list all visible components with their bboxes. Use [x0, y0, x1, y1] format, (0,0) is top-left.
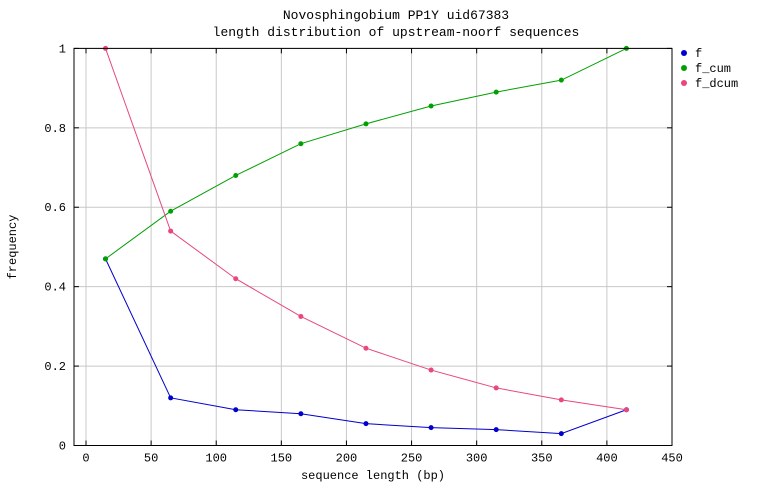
x-tick-label: 350	[531, 452, 553, 466]
series-f_dcum-point	[233, 276, 239, 282]
series-f_dcum-point	[298, 313, 304, 319]
x-tick-label: 0	[82, 452, 89, 466]
series-f_cum-point	[363, 121, 369, 127]
series-f_cum-point	[103, 256, 109, 262]
y-tick-label: 0.4	[44, 281, 66, 295]
series-f_dcum-point	[493, 385, 499, 391]
series-f_cum-point	[298, 141, 304, 147]
axes-layer: 0 50 100 150 200 250 300 350 400 450 0 0.2 0.4 0.6 0.8…	[44, 42, 682, 465]
plot-border	[73, 47, 673, 447]
series-f_dcum-point	[428, 367, 434, 373]
series-f-point	[428, 425, 434, 431]
y-tick-label: 1	[59, 42, 66, 56]
series-layer	[103, 45, 629, 437]
x-tick-label: 50	[144, 452, 158, 466]
series-f-point	[493, 427, 499, 433]
legend-marker-f_cum	[681, 65, 687, 71]
y-tick-label: 0.2	[44, 360, 66, 374]
legend-marker-f_dcum	[681, 80, 687, 86]
chart-title: Novosphingobium PP1Y uid67383	[283, 8, 509, 23]
y-axis-label: frequency	[6, 215, 20, 280]
series-f_cum-point	[233, 172, 239, 178]
legend-marker-f	[681, 50, 687, 56]
series-f_dcum-point	[558, 397, 564, 403]
x-tick-label: 300	[466, 452, 488, 466]
series-f_cum-point	[493, 89, 499, 95]
legend-label-f: f	[695, 47, 702, 61]
y-tick-label: 0.8	[44, 122, 66, 136]
series-f_cum-point	[428, 103, 434, 109]
x-tick-label: 250	[401, 452, 423, 466]
series-f-point	[233, 407, 239, 413]
series-f-point	[168, 395, 174, 401]
y-tick-label: 0	[59, 440, 66, 454]
x-axis-label: sequence length (bp)	[301, 469, 445, 483]
series-f_dcum-point	[623, 407, 629, 413]
series-f_dcum-point	[363, 345, 369, 351]
series-f_dcum-point	[168, 228, 174, 234]
x-tick-label: 100	[205, 452, 227, 466]
series-f-point	[363, 421, 369, 427]
series-f_cum-point	[558, 77, 564, 83]
chart-subtitle: length distribution of upstream-noorf se…	[213, 25, 580, 40]
series-f_cum-point	[168, 208, 174, 214]
series-f-point	[298, 411, 304, 417]
legend-label-f_dcum: f_dcum	[695, 77, 738, 91]
grid-layer	[74, 47, 673, 446]
legend-label-f_cum: f_cum	[695, 62, 731, 76]
series-f_cum-line	[105, 47, 627, 260]
series-f-point	[558, 431, 564, 437]
x-tick-label: 450	[661, 452, 683, 466]
series-f_dcum-line	[105, 48, 627, 411]
y-tick-label: 0.6	[44, 201, 66, 215]
x-tick-label: 150	[271, 452, 293, 466]
x-tick-label: 200	[336, 452, 358, 466]
x-tick-label: 400	[596, 452, 618, 466]
